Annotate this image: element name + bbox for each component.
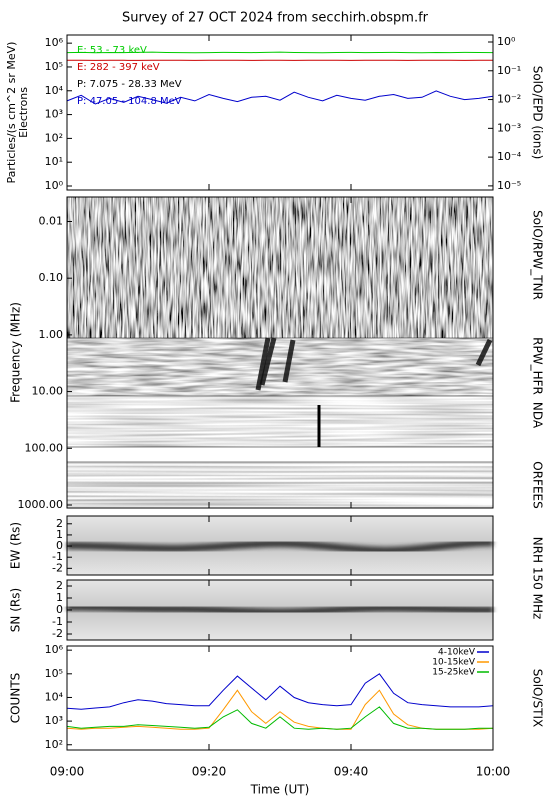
right-label: NDA — [531, 402, 545, 429]
y-tick-label: 1 — [56, 528, 63, 541]
y-tick-label: 10⁴ — [45, 84, 64, 97]
series-line — [67, 707, 493, 729]
y2-tick-label: 10⁻¹ — [497, 64, 521, 77]
y-tick-label: 10⁵ — [45, 60, 63, 73]
y2-tick-label: 10⁻² — [497, 93, 521, 106]
y-tick-label: 10³ — [45, 714, 63, 727]
x-tick-label: 09:00 — [50, 765, 85, 779]
legend-label: 15-25keV — [432, 668, 476, 678]
x-axis-label: Time (UT) — [250, 783, 310, 797]
right-label: RPW_HFR — [531, 337, 545, 395]
y-tick-label: 10² — [45, 738, 63, 751]
legend-label: P: 47.05 - 104.8 MeV — [77, 96, 182, 107]
y-tick-label: 0.01 — [39, 214, 64, 227]
y-tick-label: -2 — [52, 561, 63, 574]
y-tick-label: 10⁶ — [45, 643, 64, 656]
series-line — [67, 690, 493, 729]
spectrogram-band — [67, 396, 493, 447]
right-label: SolO/RPW_TNR — [531, 210, 545, 300]
right-label: ORFEES — [531, 461, 545, 508]
y-tick-label: 0 — [56, 603, 63, 616]
right-label: SolO/EPD (ions) — [531, 66, 545, 160]
right-label: NRH 150 MHz — [531, 537, 545, 620]
y-tick-label: 10.00 — [32, 385, 64, 398]
series-line — [67, 674, 493, 709]
y2-tick-label: 10⁻⁴ — [497, 150, 522, 163]
y-axis-label: Frequency (MHz) — [9, 302, 23, 403]
chart-title: Survey of 27 OCT 2024 from secchirh.obsp… — [122, 11, 429, 26]
y-tick-label: 10⁴ — [45, 690, 64, 703]
x-tick-label: 09:20 — [192, 765, 227, 779]
y-axis-label: COUNTS — [9, 673, 23, 724]
legend-label: 4-10keV — [438, 648, 476, 658]
y-tick-label: 10³ — [45, 108, 63, 121]
y-axis-label: Electrons — [17, 87, 30, 138]
y-tick-label: 2 — [56, 579, 63, 592]
y-tick-label: 1000.00 — [18, 498, 64, 511]
y-tick-label: 1 — [56, 591, 63, 604]
y-tick-label: 2 — [56, 517, 63, 530]
y-tick-label: 100.00 — [25, 441, 64, 454]
legend-label: 10-15keV — [432, 658, 476, 668]
legend-label: E: 53 - 73 keV — [77, 45, 147, 56]
spectrogram-band — [67, 197, 493, 338]
y2-tick-label: 10⁰ — [497, 35, 516, 48]
x-tick-label: 10:00 — [476, 765, 511, 779]
y-tick-label: 10¹ — [45, 155, 63, 168]
y-tick-label: -1 — [52, 615, 63, 628]
y2-tick-label: 10⁻⁵ — [497, 179, 521, 192]
y-tick-label: -2 — [52, 627, 63, 640]
spectrogram-band — [67, 462, 493, 508]
y-tick-label: 10⁰ — [45, 179, 64, 192]
x-tick-label: 09:40 — [334, 765, 369, 779]
legend-label: P: 7.075 - 28.33 MeV — [77, 79, 182, 90]
y-tick-label: 0 — [56, 539, 63, 552]
y-tick-label: 10⁵ — [45, 667, 63, 680]
y-axis-label: SN (Rs) — [9, 588, 23, 632]
legend-label: E: 282 - 397 keV — [77, 62, 160, 73]
y-tick-label: -1 — [52, 550, 63, 563]
y2-tick-label: 10⁻³ — [497, 121, 521, 134]
y-tick-label: 0.10 — [39, 271, 64, 284]
y-tick-label: 10⁶ — [45, 36, 64, 49]
panel-frame — [67, 35, 493, 190]
y-tick-label: 10² — [45, 131, 63, 144]
y-tick-label: 1.00 — [39, 328, 64, 341]
right-label: SolO/STIX — [531, 669, 545, 728]
spectrogram-band — [67, 338, 493, 396]
panel-frame — [67, 646, 493, 750]
y-axis-label: EW (Rs) — [9, 522, 23, 569]
